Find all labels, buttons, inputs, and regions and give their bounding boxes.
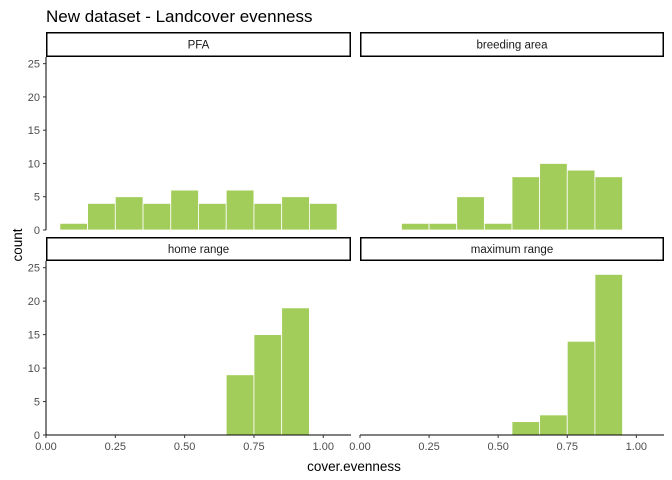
histogram-bar xyxy=(456,196,485,231)
x-tick-label: 1.00 xyxy=(313,441,334,453)
y-tick-label: 0 xyxy=(34,225,40,237)
y-tick-label: 25 xyxy=(28,59,40,71)
histogram-bar xyxy=(594,273,623,436)
y-tick-label: 10 xyxy=(28,363,40,375)
histogram-bar xyxy=(253,202,283,231)
histogram-bar xyxy=(225,189,255,231)
histogram-bar xyxy=(225,374,255,436)
strip-label-breeding-area: breeding area xyxy=(477,40,549,52)
y-tick-label: 10 xyxy=(28,158,40,170)
y-tick-label: 25 xyxy=(28,263,40,275)
histogram-bar xyxy=(483,222,513,231)
x-tick-label: 0.50 xyxy=(487,441,508,453)
y-tick-label: 20 xyxy=(28,296,40,308)
histogram-bar xyxy=(170,189,199,231)
histogram-bar xyxy=(511,421,541,436)
strip-breeding-area xyxy=(360,32,664,57)
x-axis-title: cover.evenness xyxy=(307,459,401,474)
y-tick-label: 0 xyxy=(34,430,40,442)
histogram-bar xyxy=(281,196,310,231)
histogram-bar xyxy=(198,202,227,231)
x-tick-label: 0.00 xyxy=(349,441,370,453)
histogram-bar xyxy=(309,202,338,231)
histogram-bar xyxy=(142,202,172,231)
strip-maximum-range xyxy=(360,237,664,261)
y-axis-title: count xyxy=(10,228,25,261)
histogram-bar xyxy=(539,414,568,436)
x-tick-label: 0.25 xyxy=(418,441,439,453)
strip-label-pfa: PFA xyxy=(188,40,210,52)
facet-home-range: home range 0 5 10 15 20 25 0.00 0.25 0.50 0.75 1.00 xyxy=(28,237,351,453)
histogram-bar xyxy=(566,340,596,436)
chart-title: New dataset - Landcover evenness xyxy=(46,7,313,26)
strip-home-range xyxy=(46,237,351,261)
histogram-bar xyxy=(511,176,541,231)
strip-label-maximum-range: maximum range xyxy=(471,244,553,256)
y-tick-label: 5 xyxy=(34,192,40,204)
y-tick-label: 5 xyxy=(34,397,40,409)
x-tick-label: 0.75 xyxy=(243,441,264,453)
x-tick-label: 1.00 xyxy=(626,441,647,453)
histogram-bar xyxy=(428,222,458,231)
facet-breeding-area: breeding area xyxy=(360,32,664,231)
histogram-bar xyxy=(87,202,116,231)
y-tick-label: 15 xyxy=(28,330,40,342)
histogram-bar xyxy=(566,169,596,231)
x-tick-label: 0.75 xyxy=(557,441,578,453)
x-tick-label: 0.50 xyxy=(174,441,195,453)
y-tick-label: 20 xyxy=(28,92,40,104)
strip-label-home-range: home range xyxy=(168,244,229,256)
histogram-bar xyxy=(59,222,88,231)
histogram-bar xyxy=(594,176,623,231)
facet-maximum-range: maximum range 0.00 0.25 0.50 0.75 1.00 xyxy=(349,237,664,453)
facet-pfa: PFA 0 5 10 15 20 25 xyxy=(28,32,351,237)
strip-pfa xyxy=(46,32,351,57)
histogram-bar xyxy=(281,307,310,436)
histogram-bar xyxy=(539,163,568,231)
histogram-bar xyxy=(253,334,283,436)
facet-panels: PFA 0 5 10 15 20 25 breeding area home range 0 5 10… xyxy=(28,32,664,453)
x-tick-label: 0.00 xyxy=(35,441,56,453)
y-tick-label: 15 xyxy=(28,125,40,137)
histogram-bar xyxy=(401,222,430,231)
histogram-bar xyxy=(114,196,144,231)
x-tick-label: 0.25 xyxy=(105,441,126,453)
